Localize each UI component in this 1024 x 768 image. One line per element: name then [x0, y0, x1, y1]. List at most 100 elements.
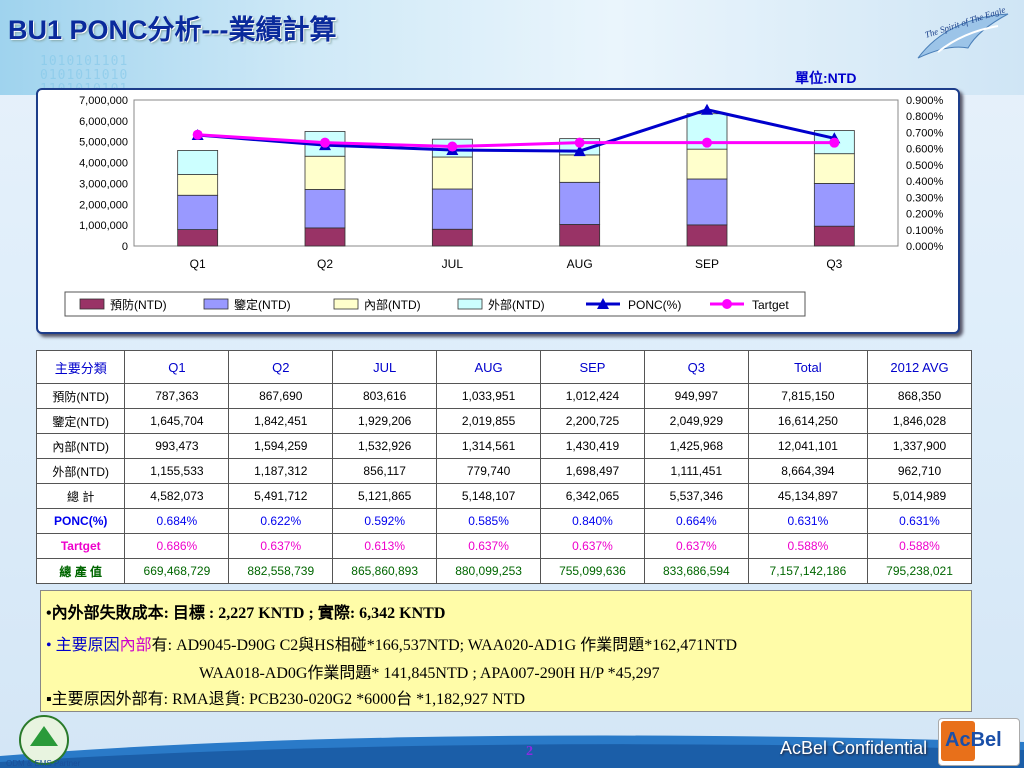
- table-cell: 669,468,729: [124, 558, 230, 584]
- y-axis-tick-label: 1,000,000: [79, 220, 128, 232]
- table-cell: 0.840%: [540, 508, 645, 534]
- table-row: PONC(%) 0.684% 0.622% 0.592% 0.585% 0.840% 0.6…: [35, 508, 972, 534]
- table-row: 預防(NTD) 787,363 867,690 803,616 1,033,951 1,0…: [35, 383, 972, 409]
- table-cell: 867,690: [228, 383, 334, 409]
- legend-swatch: [333, 298, 359, 310]
- table-header-row: 主要分類 Q1 Q2 JUL AUG SEP Q3 Total 2012 AVG: [35, 350, 972, 384]
- table-cell: 779,740: [436, 458, 541, 484]
- eagle-logo-icon: The Spirit of The Eagle: [917, 8, 1009, 59]
- y2-axis-tick-label: 0.900%: [906, 95, 944, 107]
- legend-box: [64, 291, 806, 317]
- table-cell: 856,117: [332, 458, 438, 484]
- table-cell: 1,155,533: [124, 458, 230, 484]
- x-axis-tick-label: Q1: [190, 257, 206, 271]
- unit-label: 單位:NTD: [795, 70, 857, 86]
- table-cell: 0.637%: [436, 533, 541, 559]
- ponc-point: [573, 145, 586, 157]
- table-cell: 1,842,451: [228, 408, 334, 434]
- x-axis-tick-label: Q3: [826, 257, 842, 271]
- legend-label: PONC(%): [628, 298, 681, 312]
- plot-area: [133, 99, 899, 247]
- ponc-point: [701, 103, 713, 115]
- table-cell: 0.684%: [124, 508, 230, 534]
- table-cell: 1,425,968: [643, 433, 749, 459]
- legend-swatch: [79, 298, 105, 310]
- table-cell: 7,157,142,186: [747, 558, 869, 584]
- y-axis-tick-label: 3,000,000: [79, 178, 128, 190]
- target-point: [447, 141, 458, 152]
- y-axis-tick-label: 5,000,000: [79, 137, 128, 149]
- bar-segment: [559, 181, 601, 225]
- table-row-label: 鑒定(NTD): [35, 408, 126, 434]
- line-series-ponc: [197, 108, 835, 153]
- bar-segment: [177, 174, 219, 196]
- table-cell: 787,363: [124, 383, 230, 409]
- target-point: [192, 129, 203, 140]
- page-number: 2: [526, 744, 533, 759]
- table-cell: 1,430,419: [540, 433, 645, 459]
- table-cell: 949,997: [643, 383, 749, 409]
- legend-label: Tartget: [752, 298, 789, 312]
- table-row: 總 計 4,582,073 5,491,712 5,121,865 5,148,107 6…: [35, 483, 972, 509]
- table-cell: 882,558,739: [228, 558, 334, 584]
- table-cell: 45,134,897: [747, 483, 869, 509]
- table-row-label: PONC(%): [35, 508, 126, 534]
- header-background: [0, 0, 1024, 95]
- table-cell: 1,698,497: [540, 458, 645, 484]
- y2-axis-tick-label: 0.600%: [906, 144, 944, 156]
- y2-axis-tick-label: 0.800%: [906, 111, 944, 123]
- table-row-label: 內部(NTD): [35, 433, 126, 459]
- data-table: 主要分類 Q1 Q2 JUL AUG SEP Q3 Total 2012 AVG 預防(NTD)…: [35, 350, 972, 584]
- acbel-logo-text: AcBel: [945, 729, 1002, 751]
- legend-label: 鑒定(NTD): [234, 297, 291, 312]
- table-cell: 993,473: [124, 433, 230, 459]
- table-cell: 0.637%: [228, 533, 334, 559]
- y2-axis-tick-label: 0.100%: [906, 225, 944, 237]
- table-cell: 962,710: [867, 458, 972, 484]
- table-cell: 0.637%: [643, 533, 749, 559]
- bar-segment: [431, 188, 473, 230]
- odm-ems-partner-badge-icon: ODM & EMS Partner: [6, 715, 81, 768]
- table-cell: 5,014,989: [867, 483, 972, 509]
- table-cell: 2,200,725: [540, 408, 645, 434]
- x-axis-tick-label: SEP: [695, 257, 719, 271]
- target-point: [702, 137, 712, 148]
- table-cell: 12,041,101: [747, 433, 869, 459]
- table-cell: 5,537,346: [643, 483, 749, 509]
- table-cell: 0.622%: [228, 508, 334, 534]
- bar-segment: [304, 227, 346, 247]
- table-cell: 5,148,107: [436, 483, 541, 509]
- table-cell: 2,019,855: [436, 408, 541, 434]
- table-cell: 803,616: [332, 383, 438, 409]
- table-cell: 1,314,561: [436, 433, 541, 459]
- table-cell: 1,111,451: [643, 458, 749, 484]
- note-line-2: • 主要原因內部有: AD9045-D90G C2與HS相碰*166,537NT…: [46, 631, 737, 655]
- table-header-cell: SEP: [540, 350, 645, 384]
- chart-container: 7,000,000 6,000,000 5,000,000 4,000,000 3,00…: [36, 88, 960, 334]
- bar-segment: [431, 156, 473, 190]
- target-point: [320, 137, 330, 148]
- table-cell: 1,846,028: [867, 408, 972, 434]
- bar-segment: [177, 194, 219, 230]
- table-cell: 795,238,021: [867, 558, 972, 584]
- table-cell: 1,929,206: [332, 408, 438, 434]
- table-cell: 6,342,065: [540, 483, 645, 509]
- table-cell: 1,337,900: [867, 433, 972, 459]
- table-cell: 0.686%: [124, 533, 230, 559]
- table-cell: 0.613%: [332, 533, 438, 559]
- table-row: Tartget 0.686% 0.637% 0.613% 0.637% 0.637% 0.6…: [35, 533, 972, 559]
- bar-segment: [686, 148, 728, 180]
- badge-text: ODM & EMS Partner: [6, 759, 81, 768]
- target-point: [574, 137, 585, 148]
- table-cell: 0.664%: [643, 508, 749, 534]
- table-row-label: Tartget: [35, 533, 126, 559]
- table-header-cell: Q1: [124, 350, 230, 384]
- y-axis-tick-label: 0: [122, 241, 128, 253]
- bar-segment: [813, 225, 855, 247]
- table-cell: 2,049,929: [643, 408, 749, 434]
- bar-segment: [813, 183, 855, 227]
- bar-segment: [304, 189, 346, 229]
- table-cell: 7,815,150: [747, 383, 869, 409]
- combo-chart: 7,000,000 6,000,000 5,000,000 4,000,000 3,00…: [64, 95, 944, 317]
- table-row: 鑒定(NTD) 1,645,704 1,842,451 1,929,206 2,019,…: [35, 408, 972, 434]
